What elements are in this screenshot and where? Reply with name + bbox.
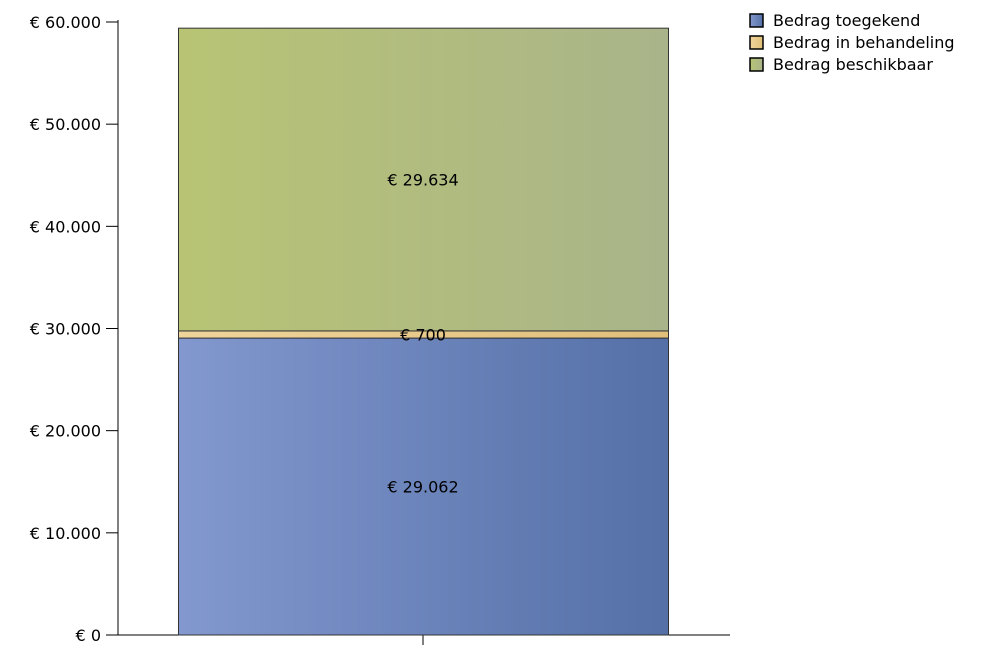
- data-label-in-behandeling: € 700: [400, 326, 446, 345]
- y-tick-label: € 60.000: [30, 13, 101, 32]
- y-tick-label: € 10.000: [30, 524, 101, 543]
- x-axis: [118, 634, 730, 645]
- bar-segment-beschikbaar[interactable]: [178, 27, 669, 332]
- data-label-beschikbaar: € 29.634: [387, 171, 458, 190]
- y-tick-label: € 0: [76, 626, 101, 645]
- y-tick-label: € 20.000: [30, 422, 101, 441]
- legend-label-toegekend[interactable]: Bedrag toegekend: [773, 11, 920, 30]
- y-axis: € 0 € 10.000 € 20.000 € 30.000 € 40.000 € 50.…: [30, 13, 119, 645]
- legend-label-beschikbaar[interactable]: Bedrag beschikbaar: [773, 55, 933, 74]
- legend-label-in-behandeling[interactable]: Bedrag in behandeling: [773, 33, 955, 52]
- legend-swatch-beschikbaar[interactable]: [749, 57, 764, 72]
- legend-swatch-toegekend[interactable]: [749, 13, 764, 28]
- bar-segment-toegekend[interactable]: [178, 337, 669, 636]
- data-label-toegekend: € 29.062: [387, 478, 458, 497]
- y-tick-label: € 50.000: [30, 115, 101, 134]
- legend: Bedrag toegekend Bedrag in behandeling Bed…: [749, 11, 955, 74]
- legend-swatch-in-behandeling[interactable]: [749, 35, 764, 50]
- y-tick-label: € 30.000: [30, 320, 101, 339]
- data-labels: € 29.062 € 700 € 29.634: [387, 171, 458, 497]
- y-tick-label: € 40.000: [30, 217, 101, 236]
- bar-stack: [178, 27, 669, 636]
